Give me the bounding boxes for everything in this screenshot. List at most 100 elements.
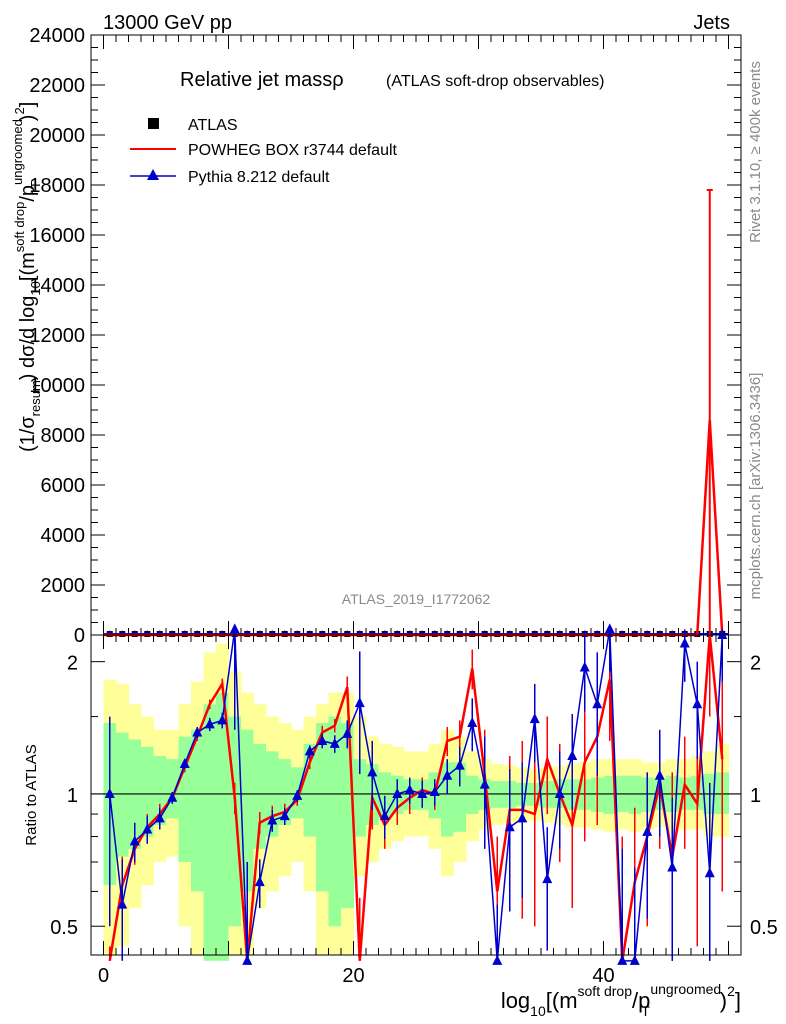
main-title: Relative jet massρ [180,69,344,91]
main-y-tick-label: 12000 [29,325,85,347]
pythia-point [217,714,228,725]
pythia-point [229,623,240,634]
main-subtitle: (ATLAS soft-drop observables) [386,73,604,90]
pythia-point [417,787,428,798]
legend-pythia-marker [147,169,159,180]
ratio-lines [91,623,741,965]
pythia-point [242,954,253,965]
pythia-point [292,789,303,800]
header-right: Jets [693,12,730,34]
pythia-point [204,718,215,729]
main-y-tick-label: 10000 [29,375,85,397]
main-y-tick-label: 4000 [41,525,86,547]
pythia-point [304,745,315,756]
main-y-tick-label: 20000 [29,125,85,147]
ratio-y-tick-label-right: 2 [750,653,761,675]
band-inner [241,729,254,892]
pythia-point [354,697,365,708]
main-y-tick-label: 0 [74,625,85,647]
pythia-point [129,835,140,846]
pythia-point [654,769,665,780]
pythia-point [154,812,165,823]
legend-atlas-marker [148,118,159,129]
main-panel: 0 2000 4000 6000 8000 10000 12000 14000 16000 180… [10,25,742,647]
pythia-point [717,629,728,639]
pythia-point [692,698,703,709]
ratio-y-axis-label: Ratio to ATLAS [23,744,40,845]
pythia-point [667,861,678,872]
pythia-point [167,791,178,802]
ratio-x-tick-label: 0 [98,965,109,987]
ratio-x-ticks: 0 20 40 [98,635,729,987]
band-inner [178,736,192,863]
pythia-point [467,717,478,728]
pythia-point [142,823,153,834]
band-inner [203,704,217,961]
pythia-point [317,734,328,745]
pythia-point [529,713,540,724]
pythia-point [267,814,278,825]
ratio-x-tick-label: 40 [592,965,614,987]
pythia-point [517,812,528,823]
pythia-point [429,786,440,797]
legend: ATLAS POWHEG BOX r3744 default Pythia 8.… [130,117,398,186]
legend-powheg-label: POWHEG BOX r3744 default [188,142,398,159]
pythia-point [704,867,715,878]
pythia-point [554,787,565,798]
rivet-label: Rivet 3.1.10, ≥ 400k events [747,61,764,243]
main-y-ticks: 0 2000 4000 6000 8000 10000 12000 14000 16000 180… [29,25,741,647]
ratio-y-tick-label-left: 2 [67,653,78,675]
pythia-point [679,637,690,648]
pythia-point [642,825,653,836]
main-y-tick-label: 22000 [29,75,85,97]
main-y-tick-label: 24000 [29,25,85,47]
pythia-point [367,766,378,777]
band-inner [303,743,317,837]
pythia-point [379,810,390,821]
main-data [103,189,729,637]
band-inner [466,775,479,815]
band-inner [328,716,342,927]
band-inner [141,746,154,837]
main-y-tick-label: 2000 [41,575,86,597]
pythia-point [342,727,353,738]
ratio-x-tick-label: 20 [342,965,364,987]
watermark: ATLAS_2019_I1772062 [342,591,491,607]
ratio-panel: 0.5 0.5 1 1 2 2 0 20 40 Ratio to ATLAS log10[(m… [23,623,778,1019]
ratio-y-tick-label-right: 1 [750,785,761,807]
pythia-point [329,737,340,748]
pythia-point [117,898,128,909]
pythia-point [104,787,115,798]
pythia-point [504,821,515,832]
band-inner [216,692,229,961]
x-axis-label: log10[(msoft drop/pungroomed T)2] [501,981,741,1019]
ratio-y-ticks: 0.5 0.5 1 1 2 2 [50,653,778,940]
pythia-point [254,876,265,887]
band-inner [453,762,467,832]
main-y-axis-label: (1/σresum) dσ/d log10[(msoft drop/pungro… [10,102,43,452]
pythia-point [279,810,290,821]
band-inner [253,743,267,849]
pythia-point [442,769,453,780]
pythia-point [192,726,203,737]
main-y-tick-label: 6000 [41,475,86,497]
pythia-point [179,757,190,768]
band-inner [353,759,367,837]
pythia-point [629,954,640,965]
pythia-point [404,784,415,795]
pythia-point [567,749,578,760]
pythia-point [592,698,603,709]
pythia-point [604,623,615,634]
mcplots-label: mcplots.cern.ch [arXiv:1306.3436] [747,373,764,600]
ratio-y-tick-label-left: 1 [67,785,78,807]
band-inner [441,762,454,837]
pythia-point [392,787,403,798]
band-inner [316,723,329,892]
main-y-tick-label: 16000 [29,225,85,247]
pythia-point [542,873,553,884]
pythia-point [579,661,590,672]
main-y-tick-label: 18000 [29,175,85,197]
main-y-tick-label: 14000 [29,275,85,297]
header-left: 13000 GeV pp [103,12,232,34]
